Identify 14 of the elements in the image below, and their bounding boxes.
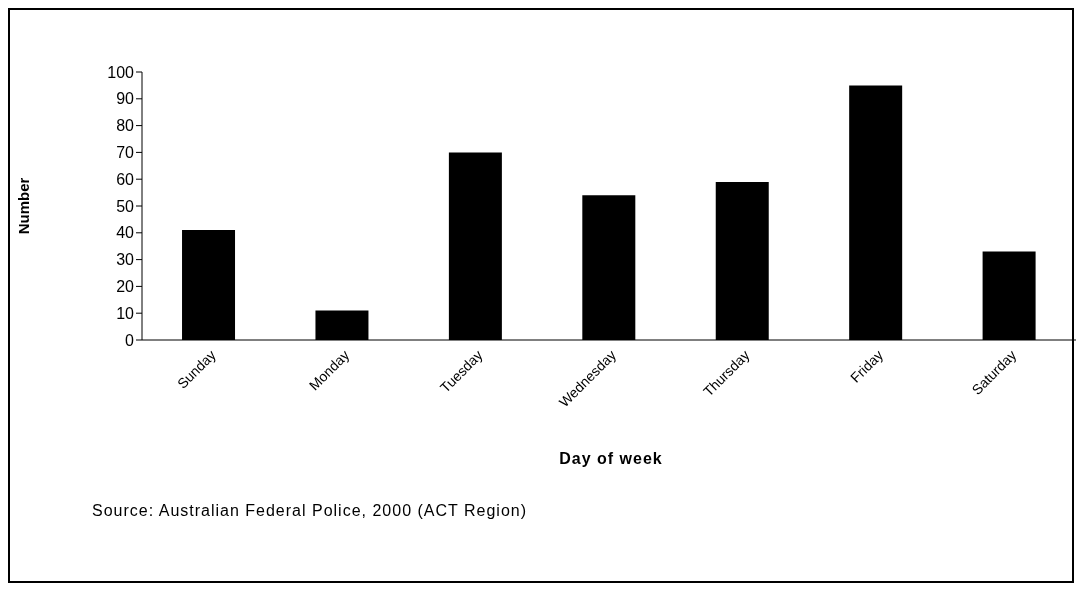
x-axis-title: Day of week — [558, 450, 664, 468]
y-tick-label: 40 — [116, 224, 135, 242]
y-tick-label: 80 — [116, 117, 135, 135]
source-note: Source: Australian Federal Police, 2000 (ACT Region) — [92, 502, 528, 520]
y-tick-label: 100 — [107, 63, 135, 81]
y-tick-label: 70 — [116, 144, 135, 162]
y-tick-label: 90 — [116, 90, 135, 108]
y-axis-title: Number — [15, 177, 33, 235]
y-tick-label: 20 — [116, 278, 135, 296]
y-tick-label: 10 — [116, 304, 135, 322]
y-tick-label: 0 — [125, 331, 135, 349]
y-tick-label: 60 — [116, 170, 135, 188]
y-tick-label: 30 — [116, 251, 135, 269]
y-tick-label: 50 — [116, 197, 135, 215]
